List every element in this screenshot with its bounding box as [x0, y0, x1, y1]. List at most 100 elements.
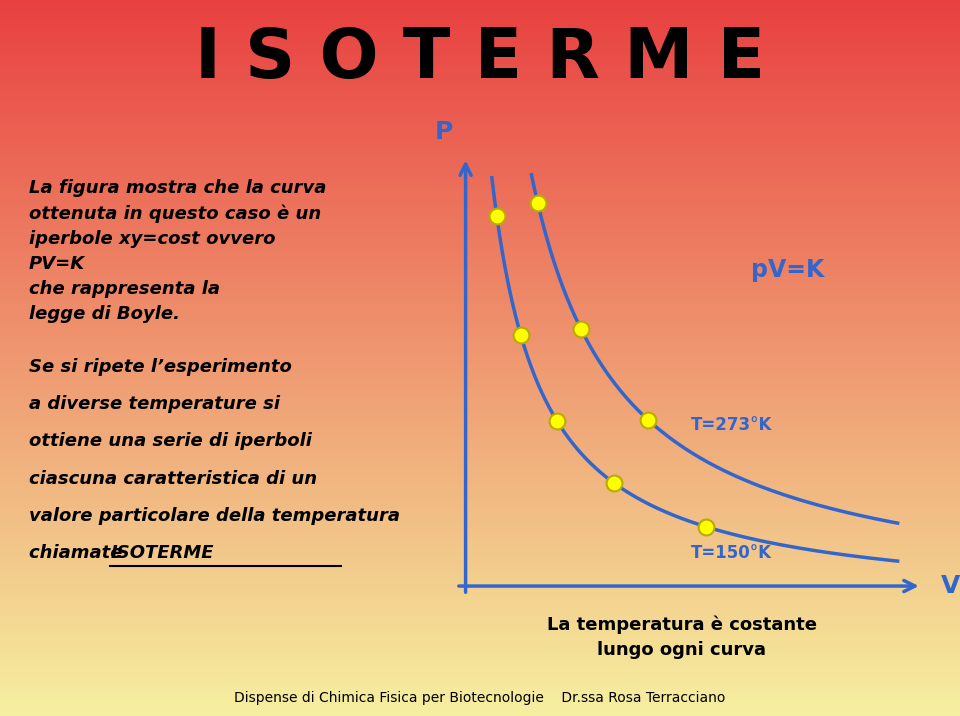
Bar — [0, 619, 960, 623]
Bar — [0, 698, 960, 702]
Bar — [0, 193, 960, 197]
Bar — [0, 630, 960, 634]
Bar — [0, 458, 960, 462]
Bar — [0, 272, 960, 276]
Bar — [0, 655, 960, 659]
Bar — [0, 229, 960, 233]
Bar — [0, 541, 960, 544]
Bar — [0, 75, 960, 79]
Bar — [0, 268, 960, 272]
Bar — [0, 18, 960, 21]
Bar — [0, 265, 960, 268]
Bar — [0, 490, 960, 494]
Text: La temperatura è costante
lungo ogni curva: La temperatura è costante lungo ogni cur… — [546, 616, 817, 659]
Point — [640, 414, 656, 425]
Bar — [0, 652, 960, 655]
Bar — [0, 301, 960, 304]
Bar — [0, 129, 960, 132]
Bar — [0, 358, 960, 362]
Bar — [0, 61, 960, 64]
Bar — [0, 304, 960, 308]
Bar — [0, 601, 960, 605]
Bar — [0, 161, 960, 165]
Bar — [0, 236, 960, 240]
Bar — [0, 190, 960, 193]
Bar — [0, 576, 960, 580]
Bar — [0, 261, 960, 265]
Bar — [0, 64, 960, 68]
Bar — [0, 208, 960, 211]
Bar — [0, 695, 960, 698]
Bar — [0, 100, 960, 104]
Bar — [0, 333, 960, 337]
Bar — [0, 605, 960, 609]
Bar — [0, 140, 960, 143]
Bar — [0, 677, 960, 680]
Bar — [0, 533, 960, 537]
Bar — [0, 705, 960, 709]
Bar — [0, 648, 960, 652]
Bar — [0, 362, 960, 365]
Bar — [0, 691, 960, 695]
Bar — [0, 626, 960, 630]
Text: P: P — [435, 120, 453, 144]
Bar — [0, 150, 960, 154]
Bar — [0, 422, 960, 426]
Bar — [0, 279, 960, 283]
Bar — [0, 168, 960, 172]
Point — [530, 197, 545, 208]
Bar — [0, 165, 960, 168]
Bar — [0, 408, 960, 412]
Bar — [0, 204, 960, 208]
Bar — [0, 215, 960, 218]
Bar — [0, 455, 960, 458]
Bar — [0, 251, 960, 254]
Bar — [0, 294, 960, 297]
Bar — [0, 197, 960, 200]
Bar — [0, 562, 960, 566]
Bar — [0, 684, 960, 687]
Bar — [0, 551, 960, 555]
Bar — [0, 426, 960, 430]
Bar — [0, 79, 960, 82]
Bar — [0, 440, 960, 444]
Text: pV=K: pV=K — [751, 258, 824, 282]
Bar — [0, 412, 960, 415]
Bar — [0, 326, 960, 329]
Bar — [0, 54, 960, 57]
Bar — [0, 143, 960, 147]
Bar — [0, 7, 960, 11]
Bar — [0, 634, 960, 637]
Bar — [0, 462, 960, 465]
Bar — [0, 258, 960, 261]
Bar — [0, 4, 960, 7]
Bar — [0, 125, 960, 129]
Bar — [0, 390, 960, 394]
Bar — [0, 516, 960, 519]
Bar — [0, 594, 960, 598]
Bar — [0, 379, 960, 383]
Bar — [0, 437, 960, 440]
Bar — [0, 451, 960, 455]
Bar — [0, 254, 960, 258]
Bar — [0, 666, 960, 669]
Bar — [0, 50, 960, 54]
Bar — [0, 680, 960, 684]
Bar — [0, 351, 960, 354]
Bar — [0, 519, 960, 523]
Bar — [0, 609, 960, 612]
Bar — [0, 14, 960, 18]
Bar — [0, 584, 960, 587]
Bar — [0, 487, 960, 490]
Bar — [0, 405, 960, 408]
Bar — [0, 573, 960, 576]
Bar — [0, 283, 960, 286]
Bar — [0, 226, 960, 229]
Bar — [0, 233, 960, 236]
Bar — [0, 644, 960, 648]
Bar — [0, 82, 960, 86]
Bar — [0, 322, 960, 326]
Bar — [0, 344, 960, 347]
Bar — [0, 0, 960, 4]
Text: T=150°K: T=150°K — [691, 544, 772, 562]
